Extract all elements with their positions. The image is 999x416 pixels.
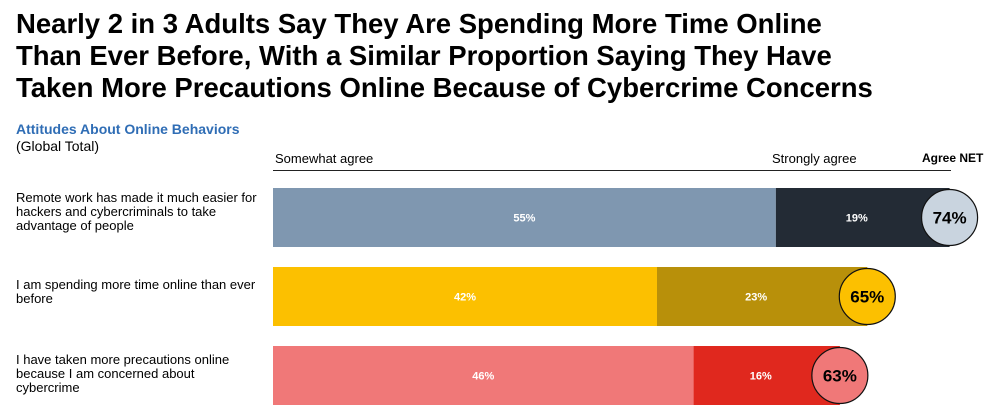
bar-strongly-1 — [657, 267, 868, 326]
data-label-strongly-2: 16% — [750, 371, 772, 383]
legend-somewhat-agree: Somewhat agree — [275, 151, 374, 166]
chart-subsubtitle: (Global Total) — [16, 138, 100, 154]
chart-title: Nearly 2 in 3 Adults Say They Are Spendi… — [16, 8, 873, 103]
chart-subtitle: Attitudes About Online Behaviors — [16, 121, 240, 137]
net-label-2: 63% — [823, 367, 857, 386]
bar-strongly-0 — [775, 188, 950, 247]
legend-strongly-agree: Strongly agree — [772, 151, 857, 166]
net-label-0: 74% — [933, 209, 967, 228]
row-label-more-time-online: I am spending more time online than ever… — [16, 277, 256, 306]
net-circle-0 — [920, 188, 979, 247]
data-label-strongly-1: 23% — [745, 292, 767, 304]
net-circle-1 — [838, 267, 896, 326]
data-label-somewhat-2: 46% — [472, 371, 494, 383]
net-circle-2 — [811, 346, 869, 405]
legend-divider — [273, 170, 951, 171]
bar-somewhat-2 — [273, 346, 694, 405]
bar-somewhat-1 — [273, 267, 658, 326]
data-label-somewhat-0: 55% — [513, 213, 535, 225]
data-label-somewhat-1: 42% — [454, 292, 476, 304]
bar-somewhat-0 — [273, 188, 776, 247]
net-label-1: 65% — [850, 288, 884, 307]
row-label-more-precautions: I have taken more precautions online bec… — [16, 352, 230, 395]
legend-agree-net: Agree NET — [922, 151, 984, 165]
data-label-strongly-0: 19% — [846, 213, 868, 225]
row-label-remote-work: Remote work has made it much easier for … — [16, 190, 257, 233]
